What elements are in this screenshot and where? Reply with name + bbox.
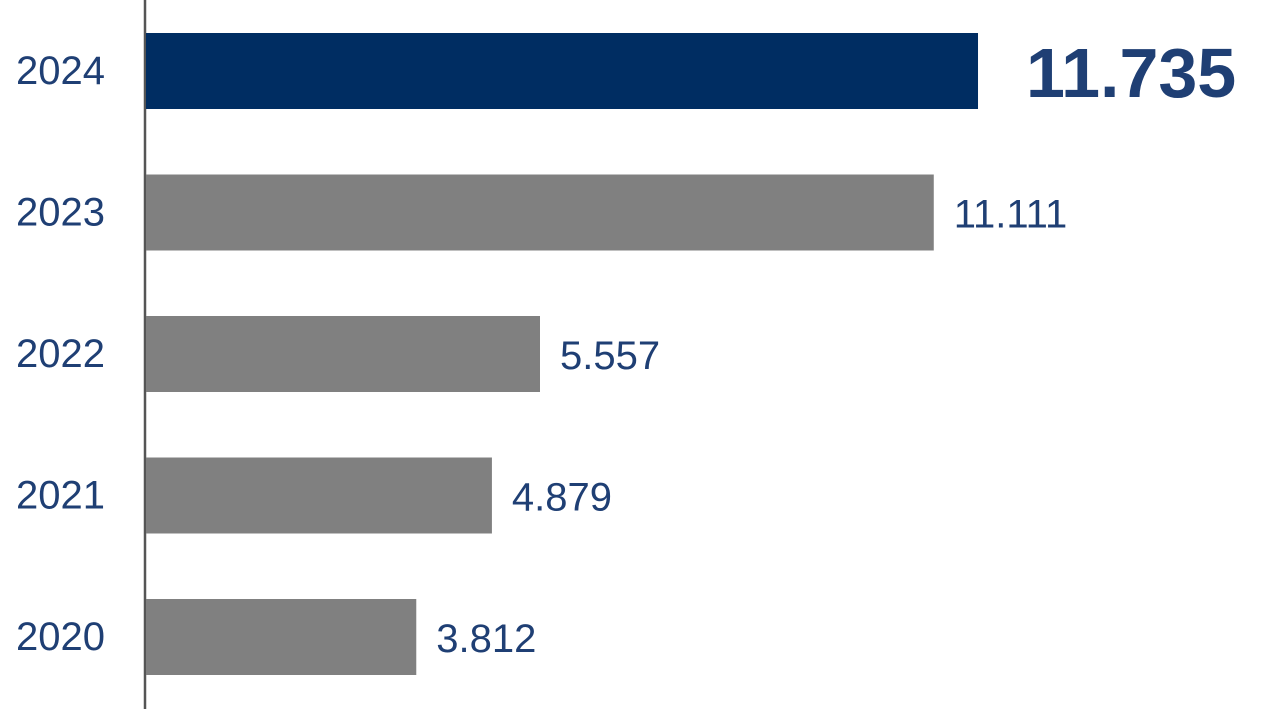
y-tick-label: 2024 [16, 49, 105, 93]
y-tick-label: 2023 [16, 191, 105, 235]
value-label: 4.879 [512, 476, 612, 520]
value-label: 3.812 [436, 617, 536, 661]
bar [146, 599, 417, 675]
bar [146, 457, 492, 534]
y-tick-label: 2020 [16, 615, 105, 659]
y-tick-label: 2021 [16, 474, 105, 518]
value-label: 11.735 [1026, 34, 1236, 112]
value-label: 5.557 [560, 334, 660, 378]
bar [146, 174, 934, 251]
y-tick-label: 2022 [16, 332, 105, 376]
bar [146, 316, 540, 392]
value-label: 11.111 [954, 193, 1067, 237]
bar [146, 33, 979, 109]
